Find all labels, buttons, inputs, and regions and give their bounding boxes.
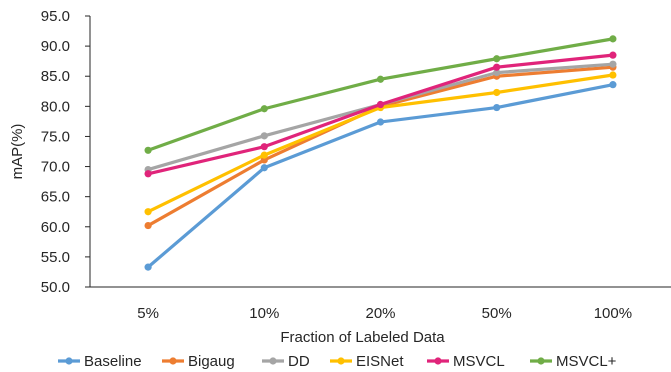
x-tick-label: 10% [249, 305, 279, 322]
legend-label: Bigaug [188, 353, 235, 370]
legend-label: EISNet [356, 353, 404, 370]
data-point [260, 151, 268, 159]
legend-item: MSVCL [427, 353, 505, 370]
y-tick-label: 95.0 [41, 8, 70, 25]
data-point [493, 69, 501, 77]
x-tick-label: 50% [482, 305, 512, 322]
data-point [609, 60, 617, 68]
legend-swatch-marker [269, 357, 277, 365]
data-point [493, 103, 501, 112]
x-tick-label: 100% [594, 305, 632, 322]
legend-swatch-marker [169, 357, 177, 365]
data-point [609, 51, 617, 59]
data-point [260, 164, 268, 172]
data-point [144, 263, 152, 271]
y-tick-label: 75.0 [41, 128, 70, 145]
series-layer [144, 35, 617, 271]
y-tick-label: 85.0 [41, 68, 70, 85]
legend-swatch-marker [434, 357, 442, 365]
data-point [260, 105, 268, 113]
data-point [376, 118, 385, 126]
series-msvcl [144, 51, 617, 178]
legend-item: EISNet [330, 353, 404, 370]
axes-layer: 50.0 55.0 60.0 65.0 70.0 75.0 80.0 85.0 90.0 95.0… [41, 8, 671, 322]
y-tick-label: 60.0 [41, 219, 70, 236]
data-point [260, 143, 268, 151]
series-bigaug [144, 63, 617, 230]
data-point [493, 63, 501, 71]
legend-swatch-marker [537, 357, 545, 365]
legend-swatch-marker [65, 357, 73, 365]
x-tick-label: 5% [137, 305, 159, 322]
data-point [493, 88, 501, 97]
y-tick-label: 55.0 [41, 249, 70, 266]
data-point [376, 75, 385, 83]
data-point [493, 55, 501, 63]
series-eisnet [144, 71, 617, 216]
series-msvcl- [144, 35, 617, 154]
y-tick-label: 80.0 [41, 98, 70, 115]
data-point [260, 132, 268, 140]
legend-item: Baseline [58, 353, 142, 370]
legend-label: MSVCL [453, 353, 505, 370]
legend-label: Baseline [84, 353, 142, 370]
data-point [609, 71, 617, 79]
series-line [146, 73, 615, 214]
y-tick-label: 50.0 [41, 279, 70, 296]
legend-item: Bigaug [162, 353, 235, 370]
data-point [144, 221, 152, 230]
series-baseline [144, 81, 617, 271]
legend-label: MSVCL+ [556, 353, 617, 370]
data-point [376, 100, 385, 109]
series-line [146, 83, 615, 269]
legend-swatch-marker [337, 357, 345, 365]
y-tick-label: 70.0 [41, 159, 70, 176]
y-tick-label: 65.0 [41, 189, 70, 206]
x-axis-title: Fraction of Labeled Data [280, 329, 445, 346]
legend: Baseline Bigaug DD EISNet MSVCL MSVCL+ [58, 353, 617, 370]
y-axis-title: mAP(%) [9, 124, 26, 180]
legend-item: DD [262, 353, 310, 370]
data-point [609, 35, 617, 43]
data-point [144, 170, 152, 178]
series-line [146, 65, 615, 228]
legend-item: MSVCL+ [530, 353, 617, 370]
data-point [609, 81, 617, 89]
series-line [146, 37, 615, 152]
legend-label: DD [288, 353, 310, 370]
x-tick-label: 20% [365, 305, 395, 322]
y-tick-label: 90.0 [41, 38, 70, 55]
data-point [144, 208, 152, 216]
data-point [144, 146, 152, 154]
